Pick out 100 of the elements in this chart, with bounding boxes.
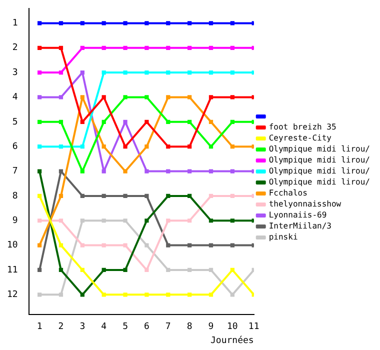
point <box>166 120 170 124</box>
point <box>102 268 106 272</box>
legend-label: Fcchalos <box>268 188 308 198</box>
point <box>58 194 64 198</box>
point <box>80 292 84 297</box>
point <box>58 218 64 223</box>
point <box>37 120 42 124</box>
point <box>208 292 214 297</box>
point <box>166 194 170 198</box>
point <box>208 194 214 198</box>
point <box>102 21 106 26</box>
point <box>102 120 106 124</box>
y-tick-label: 1 <box>12 18 18 29</box>
y-tick-label: 4 <box>12 92 18 103</box>
point <box>188 194 192 198</box>
point <box>58 243 64 248</box>
point <box>58 144 64 149</box>
y-tick-label: 5 <box>12 117 18 128</box>
point <box>102 95 106 100</box>
point <box>188 268 192 272</box>
point <box>80 95 84 100</box>
point <box>123 194 128 198</box>
point <box>144 95 149 100</box>
point <box>144 21 149 26</box>
point <box>102 194 106 198</box>
point <box>166 95 170 100</box>
point <box>37 243 42 248</box>
x-tick-label: 7 <box>165 322 171 332</box>
point <box>188 169 192 174</box>
point <box>208 95 214 100</box>
point <box>166 70 170 75</box>
point <box>188 70 192 75</box>
x-axis-title: Journées <box>210 334 254 346</box>
point <box>37 46 42 50</box>
point <box>37 95 42 100</box>
x-tick-label: 6 <box>144 322 150 332</box>
x-tick-label: 4 <box>101 322 107 332</box>
point <box>166 243 170 248</box>
point <box>37 194 42 198</box>
legend-label: foot breizh 35 <box>268 122 336 132</box>
point <box>144 120 149 124</box>
point <box>80 21 84 26</box>
point <box>230 144 234 149</box>
point <box>208 218 214 223</box>
legend-label: Lyonnaiis-69 <box>268 210 327 220</box>
point <box>123 243 128 248</box>
point <box>123 169 128 174</box>
point <box>58 292 64 297</box>
point <box>123 144 128 149</box>
legend-label: Olympique midi lirou/ <box>268 144 370 154</box>
point <box>230 46 234 50</box>
x-tick-label: 11 <box>248 322 260 332</box>
point <box>208 21 214 26</box>
y-tick-label: 12 <box>6 290 18 300</box>
point <box>80 120 84 124</box>
point <box>58 70 64 75</box>
point <box>37 144 42 149</box>
point <box>230 70 234 75</box>
point <box>123 70 128 75</box>
point <box>166 46 170 50</box>
point <box>230 292 234 297</box>
point <box>230 169 234 174</box>
point <box>123 292 128 297</box>
point <box>208 120 214 124</box>
legend-label: pinski <box>268 232 298 242</box>
point <box>208 268 214 272</box>
point <box>123 268 128 272</box>
x-tick-label: 3 <box>80 322 86 332</box>
point <box>188 218 192 223</box>
point <box>80 46 84 50</box>
point <box>230 218 234 223</box>
point <box>208 70 214 75</box>
point <box>37 169 42 174</box>
point <box>144 194 149 198</box>
point <box>188 95 192 100</box>
point <box>123 21 128 26</box>
x-tick-label: 2 <box>58 322 64 332</box>
point <box>166 218 170 223</box>
y-tick-label: 3 <box>12 68 18 78</box>
legend-label: InterMiilan/3 <box>268 222 332 231</box>
y-tick-label: 6 <box>12 142 18 152</box>
point <box>230 268 234 272</box>
point <box>102 70 106 75</box>
point <box>102 46 106 50</box>
point <box>188 120 192 124</box>
y-tick-label: 10 <box>6 240 18 251</box>
point <box>230 120 234 124</box>
point <box>102 169 106 174</box>
point <box>188 292 192 297</box>
y-tick-label: 2 <box>12 43 18 54</box>
point <box>230 95 234 100</box>
y-tick-label: 8 <box>12 191 18 202</box>
point <box>208 243 214 248</box>
point <box>37 268 42 272</box>
x-tick-label: 1 <box>36 322 42 332</box>
point <box>80 70 84 75</box>
point <box>230 194 234 198</box>
point <box>144 292 149 297</box>
point <box>208 46 214 50</box>
point <box>144 243 149 248</box>
